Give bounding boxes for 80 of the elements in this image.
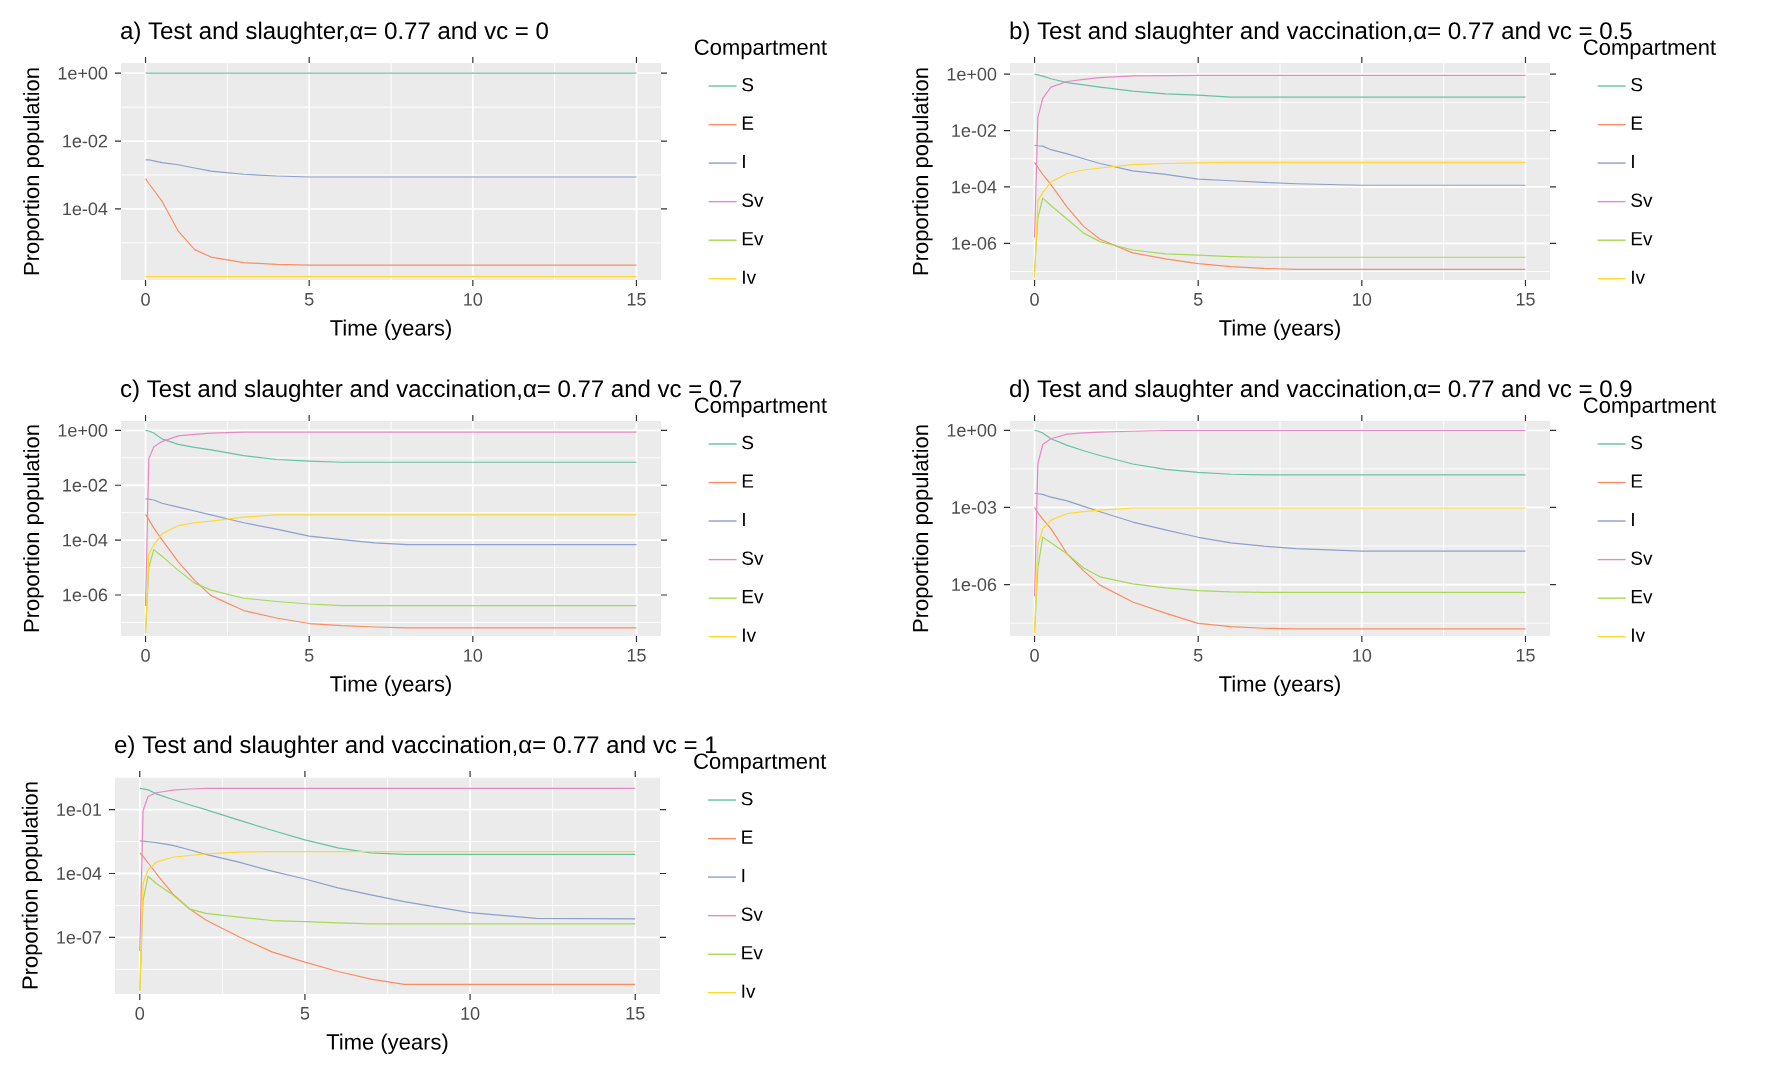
y-tick-label: 1e-04 [57, 867, 102, 880]
legend-label: I [743, 155, 745, 169]
legend-label: I [1632, 155, 1634, 169]
x-tick-label: 10 [1353, 293, 1372, 306]
y-tick-label: 1e-03 [952, 501, 997, 514]
y-tick-label: 1e-02 [952, 124, 997, 137]
x-tick-label: 5 [1193, 293, 1203, 306]
x-tick-label: 5 [304, 293, 314, 306]
legend-label: S [742, 435, 754, 450]
y-tick-label: 1e-02 [63, 134, 108, 148]
y-tick-label: 1e+00 [58, 66, 108, 80]
x-tick-label: 10 [464, 293, 483, 306]
x-tick-label: 0 [141, 293, 150, 306]
legend-label: E [742, 116, 754, 130]
legend-label: I [743, 512, 745, 527]
x-tick-label: 15 [626, 1007, 645, 1020]
legend-label: Ev [742, 232, 764, 246]
y-tick-label: 1e-01 [57, 803, 102, 816]
x-axis-title: Time (years) [326, 1033, 448, 1055]
legend-label: Ev [742, 590, 764, 604]
x-tick-label: 15 [627, 293, 646, 306]
legend-label: E [1631, 116, 1643, 130]
x-axis-title: Time (years) [330, 319, 451, 341]
x-axis-title: Time (years) [330, 675, 451, 697]
legend-label: S [1631, 77, 1643, 92]
y-axis-title: Proportion population [21, 782, 43, 989]
legend-label: Iv [1632, 270, 1646, 284]
legend-label: Ev [1631, 590, 1653, 604]
legend-label: Sv [742, 551, 764, 565]
y-tick-label: 1e-04 [63, 533, 108, 547]
y-axis-title: Proportion population [912, 68, 933, 275]
x-tick-label: 5 [300, 1007, 310, 1020]
legend-label: Ev [1631, 232, 1653, 246]
y-tick-label: 1e+00 [947, 67, 997, 81]
y-tick-label: 1e+00 [947, 423, 997, 437]
legend-label: Iv [743, 628, 757, 642]
y-tick-label: 1e-04 [952, 180, 997, 194]
y-tick-label: 1e-04 [63, 202, 108, 216]
x-tick-label: 15 [1516, 293, 1535, 306]
x-tick-label: 15 [1516, 649, 1535, 662]
chart-title: a) Test and slaughter,α= 0.77 and vc = 0 [121, 21, 548, 44]
x-tick-label: 10 [461, 1007, 480, 1020]
legend-label: S [1631, 435, 1643, 450]
x-axis-title: Time (years) [1219, 675, 1340, 697]
legend-label: E [742, 830, 753, 844]
legend-label: Iv [743, 270, 757, 284]
legend-label: Iv [1632, 628, 1646, 642]
y-tick-label: 1e-06 [63, 588, 108, 602]
x-tick-label: 5 [1193, 649, 1203, 662]
x-tick-label: 0 [1030, 293, 1039, 306]
y-tick-label: 1e-07 [57, 931, 102, 944]
y-axis-title: Proportion population [23, 425, 44, 632]
legend-label: Sv [742, 193, 764, 207]
x-tick-label: 5 [304, 649, 314, 662]
legend-label: S [741, 791, 753, 806]
legend-label: Sv [1631, 551, 1653, 565]
x-tick-label: 10 [1353, 649, 1372, 662]
x-tick-label: 0 [141, 649, 150, 662]
x-tick-label: 15 [627, 649, 646, 662]
legend-label: Sv [1631, 193, 1653, 207]
y-axis-title: Proportion population [23, 68, 44, 275]
y-tick-label: 1e-02 [63, 478, 108, 492]
line-series [139, 840, 636, 920]
legend-label: Ev [742, 946, 763, 960]
y-axis-title: Proportion population [912, 425, 933, 632]
legend-label: E [1631, 474, 1643, 488]
y-tick-label: 1e-06 [952, 578, 997, 591]
legend-label: S [742, 77, 754, 92]
y-tick-label: 1e-06 [952, 236, 997, 250]
y-tick-label: 1e+00 [58, 424, 108, 437]
legend-title: Compartment [694, 39, 827, 60]
x-tick-label: 10 [464, 649, 483, 662]
legend-label: Sv [741, 907, 763, 921]
legend-label: E [742, 474, 754, 488]
x-tick-label: 0 [1030, 649, 1039, 662]
legend-label: I [742, 869, 745, 883]
legend-label: Iv [742, 984, 756, 998]
x-tick-label: 0 [135, 1007, 145, 1020]
x-axis-title: Time (years) [1219, 319, 1340, 341]
legend-label: I [1632, 512, 1634, 527]
